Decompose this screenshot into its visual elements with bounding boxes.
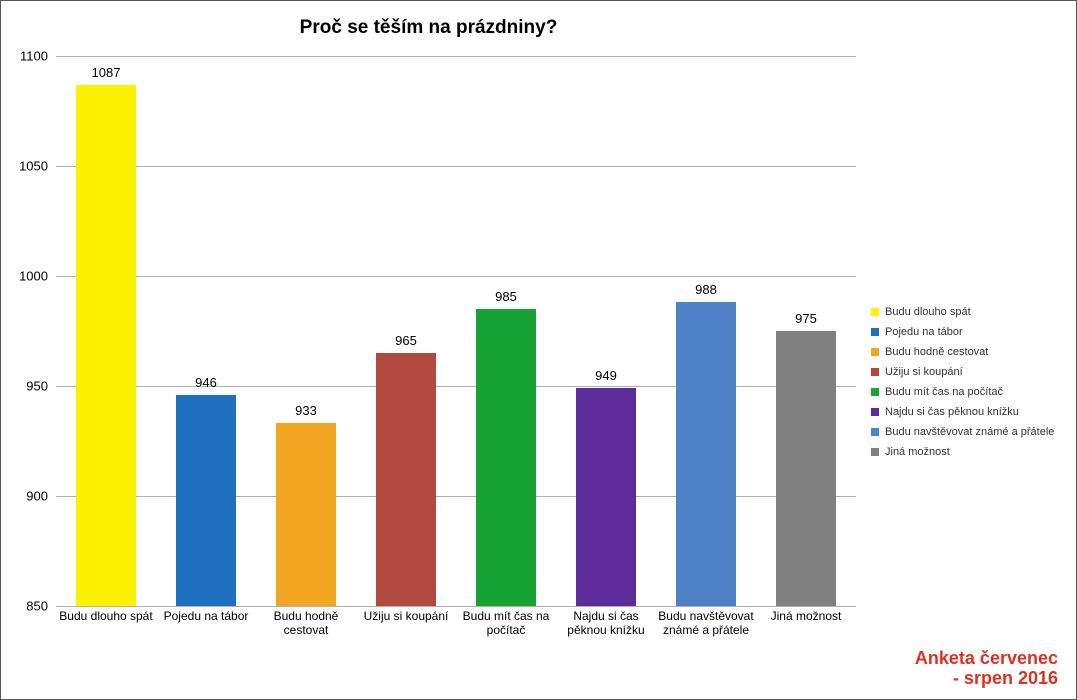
legend-label: Užiju si koupání	[885, 366, 963, 378]
legend-item: Budu hodně cestovat	[871, 346, 1054, 358]
y-tick-label: 1000	[19, 269, 48, 284]
bar-value-label: 933	[295, 403, 317, 418]
bar-value-label: 965	[395, 333, 417, 348]
bar: 946	[176, 395, 236, 606]
bar-slot: 975Jiná možnost	[756, 56, 856, 606]
legend-swatch	[871, 408, 879, 416]
bar-slot: 946Pojedu na tábor	[156, 56, 256, 606]
bar-value-label: 946	[195, 375, 217, 390]
legend-item: Užiju si koupání	[871, 366, 1054, 378]
bar-value-label: 988	[695, 282, 717, 297]
x-tick-label: Najdu si čas pěknou knížku	[556, 610, 656, 638]
x-tick-label: Budu mít čas na počítač	[456, 610, 556, 638]
bar-value-label: 949	[595, 368, 617, 383]
legend-label: Budu mít čas na počítač	[885, 386, 1003, 398]
footer-line-1: Anketa červenec	[915, 648, 1058, 669]
x-tick-label: Budu dlouho spát	[56, 610, 156, 624]
chart-legend: Budu dlouho spát Pojedu na tábor Budu hodn…	[871, 306, 1054, 466]
y-tick-label: 1100	[20, 49, 48, 64]
bar: 985	[476, 309, 536, 606]
bar: 933	[276, 423, 336, 606]
legend-swatch	[871, 388, 879, 396]
bar-value-label: 1087	[92, 65, 121, 80]
legend-swatch	[871, 448, 879, 456]
legend-swatch	[871, 348, 879, 356]
bar-slot: 933Budu hodně cestovat	[256, 56, 356, 606]
legend-item: Pojedu na tábor	[871, 326, 1054, 338]
x-tick-label: Pojedu na tábor	[156, 610, 256, 624]
chart-frame: Proč se těším na prázdniny? 850900950100…	[0, 0, 1077, 700]
y-tick-label: 850	[26, 599, 48, 614]
bar-slot: 1087Budu dlouho spát	[56, 56, 156, 606]
x-tick-label: Užiju si koupání	[356, 610, 456, 624]
legend-item: Budu navštěvovat známé a přátele	[871, 426, 1054, 438]
bar-slot: 988Budu navštěvovat známé a přátele	[656, 56, 756, 606]
bar: 965	[376, 353, 436, 606]
legend-swatch	[871, 368, 879, 376]
x-tick-label: Budu hodně cestovat	[256, 610, 356, 638]
y-tick-label: 900	[26, 489, 48, 504]
y-tick-label: 1050	[19, 159, 48, 174]
chart-plot-area: 8509009501000105011001087Budu dlouho spá…	[56, 56, 856, 606]
legend-label: Budu navštěvovat známé a přátele	[885, 426, 1054, 438]
x-tick-label: Budu navštěvovat známé a přátele	[656, 610, 756, 638]
bar-value-label: 985	[495, 289, 517, 304]
legend-swatch	[871, 308, 879, 316]
bar: 975	[776, 331, 836, 606]
legend-swatch	[871, 328, 879, 336]
grid-line	[56, 606, 856, 607]
legend-item: Budu mít čas na počítač	[871, 386, 1054, 398]
legend-label: Budu hodně cestovat	[885, 346, 988, 358]
bar-slot: 949Najdu si čas pěknou knížku	[556, 56, 656, 606]
footer-line-2: - srpen 2016	[915, 668, 1058, 689]
y-tick-label: 950	[26, 379, 48, 394]
legend-item: Jiná možnost	[871, 446, 1054, 458]
bar: 949	[576, 388, 636, 606]
legend-item: Budu dlouho spát	[871, 306, 1054, 318]
bar: 1087	[76, 85, 136, 606]
bar-slot: 985Budu mít čas na počítač	[456, 56, 556, 606]
legend-label: Pojedu na tábor	[885, 326, 963, 338]
legend-label: Jiná možnost	[885, 446, 950, 458]
x-tick-label: Jiná možnost	[756, 610, 856, 624]
chart-title: Proč se těším na prázdniny?	[1, 17, 856, 39]
legend-label: Budu dlouho spát	[885, 306, 971, 318]
bar-slot: 965Užiju si koupání	[356, 56, 456, 606]
legend-item: Najdu si čas pěknou knížku	[871, 406, 1054, 418]
legend-label: Najdu si čas pěknou knížku	[885, 406, 1019, 418]
legend-swatch	[871, 428, 879, 436]
bar-value-label: 975	[795, 311, 817, 326]
bar: 988	[676, 302, 736, 606]
footer-note: Anketa červenec - srpen 2016	[915, 648, 1058, 689]
